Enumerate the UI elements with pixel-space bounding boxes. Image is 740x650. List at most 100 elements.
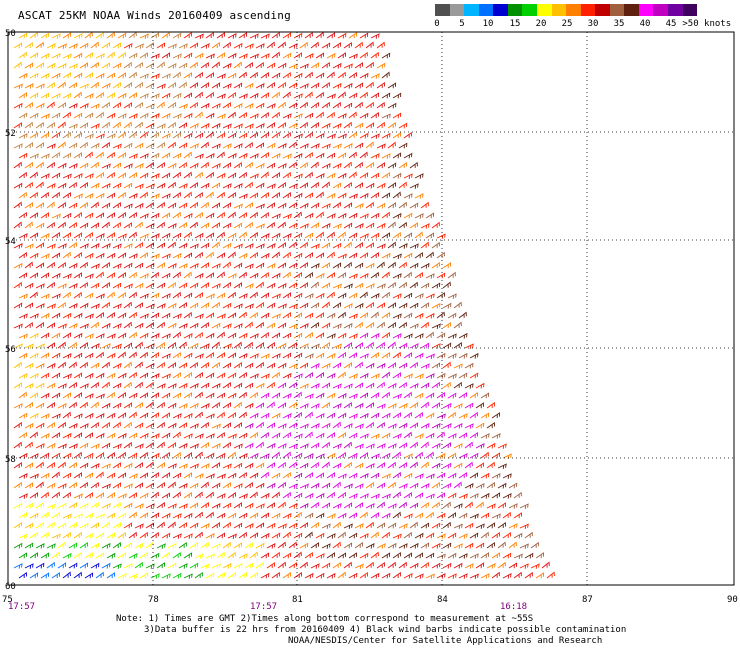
map-grid <box>8 32 734 585</box>
wind-barb <box>18 493 28 499</box>
wind-barb <box>266 462 275 469</box>
wind-barb <box>255 542 265 549</box>
wind-barb <box>370 172 380 179</box>
wind-barb <box>387 302 396 309</box>
wind-barb <box>101 343 111 349</box>
wind-barb <box>436 492 446 499</box>
wind-barb <box>392 471 401 479</box>
wind-barb <box>68 341 77 349</box>
wind-barb <box>46 261 55 269</box>
wind-barb <box>332 143 342 149</box>
wind-barb <box>315 392 325 399</box>
wind-barb <box>271 293 281 299</box>
wind-barb <box>337 473 347 479</box>
wind-barb <box>266 81 275 89</box>
wind-barb <box>436 553 446 559</box>
wind-barb <box>101 463 111 469</box>
wind-barb <box>46 521 55 529</box>
wind-barb <box>161 432 171 439</box>
wind-barb <box>40 491 49 499</box>
wind-barb <box>469 553 479 559</box>
wind-barb <box>128 271 137 279</box>
wind-barb <box>227 332 237 339</box>
wind-barb <box>304 411 313 419</box>
wind-barb <box>447 271 456 279</box>
wind-barb <box>51 491 60 499</box>
wind-barb <box>134 361 143 369</box>
wind-barb <box>84 572 94 579</box>
wind-barb <box>35 562 45 569</box>
wind-barb <box>167 562 177 569</box>
wind-barb <box>387 481 396 489</box>
wind-barb <box>167 43 177 49</box>
wind-barb <box>453 503 463 509</box>
wind-barb <box>216 93 226 99</box>
wind-barb <box>354 182 364 189</box>
wind-barb <box>436 431 445 439</box>
wind-barb <box>128 411 137 419</box>
wind-barb <box>18 171 27 179</box>
wind-barb <box>200 563 210 569</box>
wind-barb <box>73 252 82 259</box>
wind-barb <box>139 33 149 39</box>
wind-barb <box>139 252 148 259</box>
wind-barb <box>497 443 507 449</box>
wind-barb <box>227 312 237 319</box>
wind-barb <box>62 472 72 479</box>
wind-barb <box>293 391 302 399</box>
wind-barb <box>403 271 412 279</box>
wind-barb <box>337 71 346 79</box>
wind-barb <box>205 392 215 399</box>
wind-barb <box>480 412 490 419</box>
wind-barb <box>376 421 385 429</box>
wind-barb <box>403 292 413 299</box>
wind-barb <box>376 381 385 389</box>
wind-barb <box>205 171 214 179</box>
wind-barb <box>420 363 430 369</box>
wind-barb <box>227 472 237 479</box>
wind-barb <box>222 562 232 569</box>
wind-barb <box>464 423 474 429</box>
wind-barb <box>156 341 165 349</box>
wind-barb <box>95 351 104 359</box>
wind-barb <box>73 332 83 339</box>
wind-barb <box>387 221 396 229</box>
legend-swatch <box>449 4 465 16</box>
wind-barb <box>376 482 386 489</box>
wind-barb <box>486 503 496 509</box>
wind-barb <box>161 492 171 499</box>
wind-barb <box>359 511 368 519</box>
wind-barb <box>409 161 418 169</box>
wind-barb <box>497 522 506 529</box>
wind-barb <box>95 192 105 199</box>
wind-barb <box>101 521 110 529</box>
wind-barb <box>304 393 314 399</box>
wind-barb <box>332 323 342 329</box>
wind-barb <box>51 471 60 479</box>
wind-barb <box>310 281 319 289</box>
wind-barb <box>238 71 247 79</box>
wind-barb <box>348 32 357 39</box>
wind-barb <box>277 81 286 89</box>
wind-barb <box>172 533 182 539</box>
wind-barb <box>183 92 193 99</box>
wind-barb <box>414 293 424 299</box>
wind-barb <box>46 82 55 89</box>
wind-barb <box>145 362 155 369</box>
wind-barb <box>409 441 418 449</box>
wind-barb <box>348 552 357 559</box>
wind-barb <box>244 43 254 49</box>
wind-barb <box>216 431 225 439</box>
wind-barb <box>381 252 391 259</box>
wind-barb <box>453 363 463 369</box>
wind-barb <box>216 551 225 559</box>
wind-barb <box>326 93 336 100</box>
longitude-label: 78 <box>148 595 159 605</box>
wind-barb <box>403 472 413 479</box>
wind-barb <box>178 382 188 389</box>
wind-barb <box>62 373 72 379</box>
wind-barb <box>282 572 291 579</box>
wind-barb <box>123 82 132 89</box>
wind-barb <box>381 132 391 139</box>
wind-barb <box>156 502 165 509</box>
